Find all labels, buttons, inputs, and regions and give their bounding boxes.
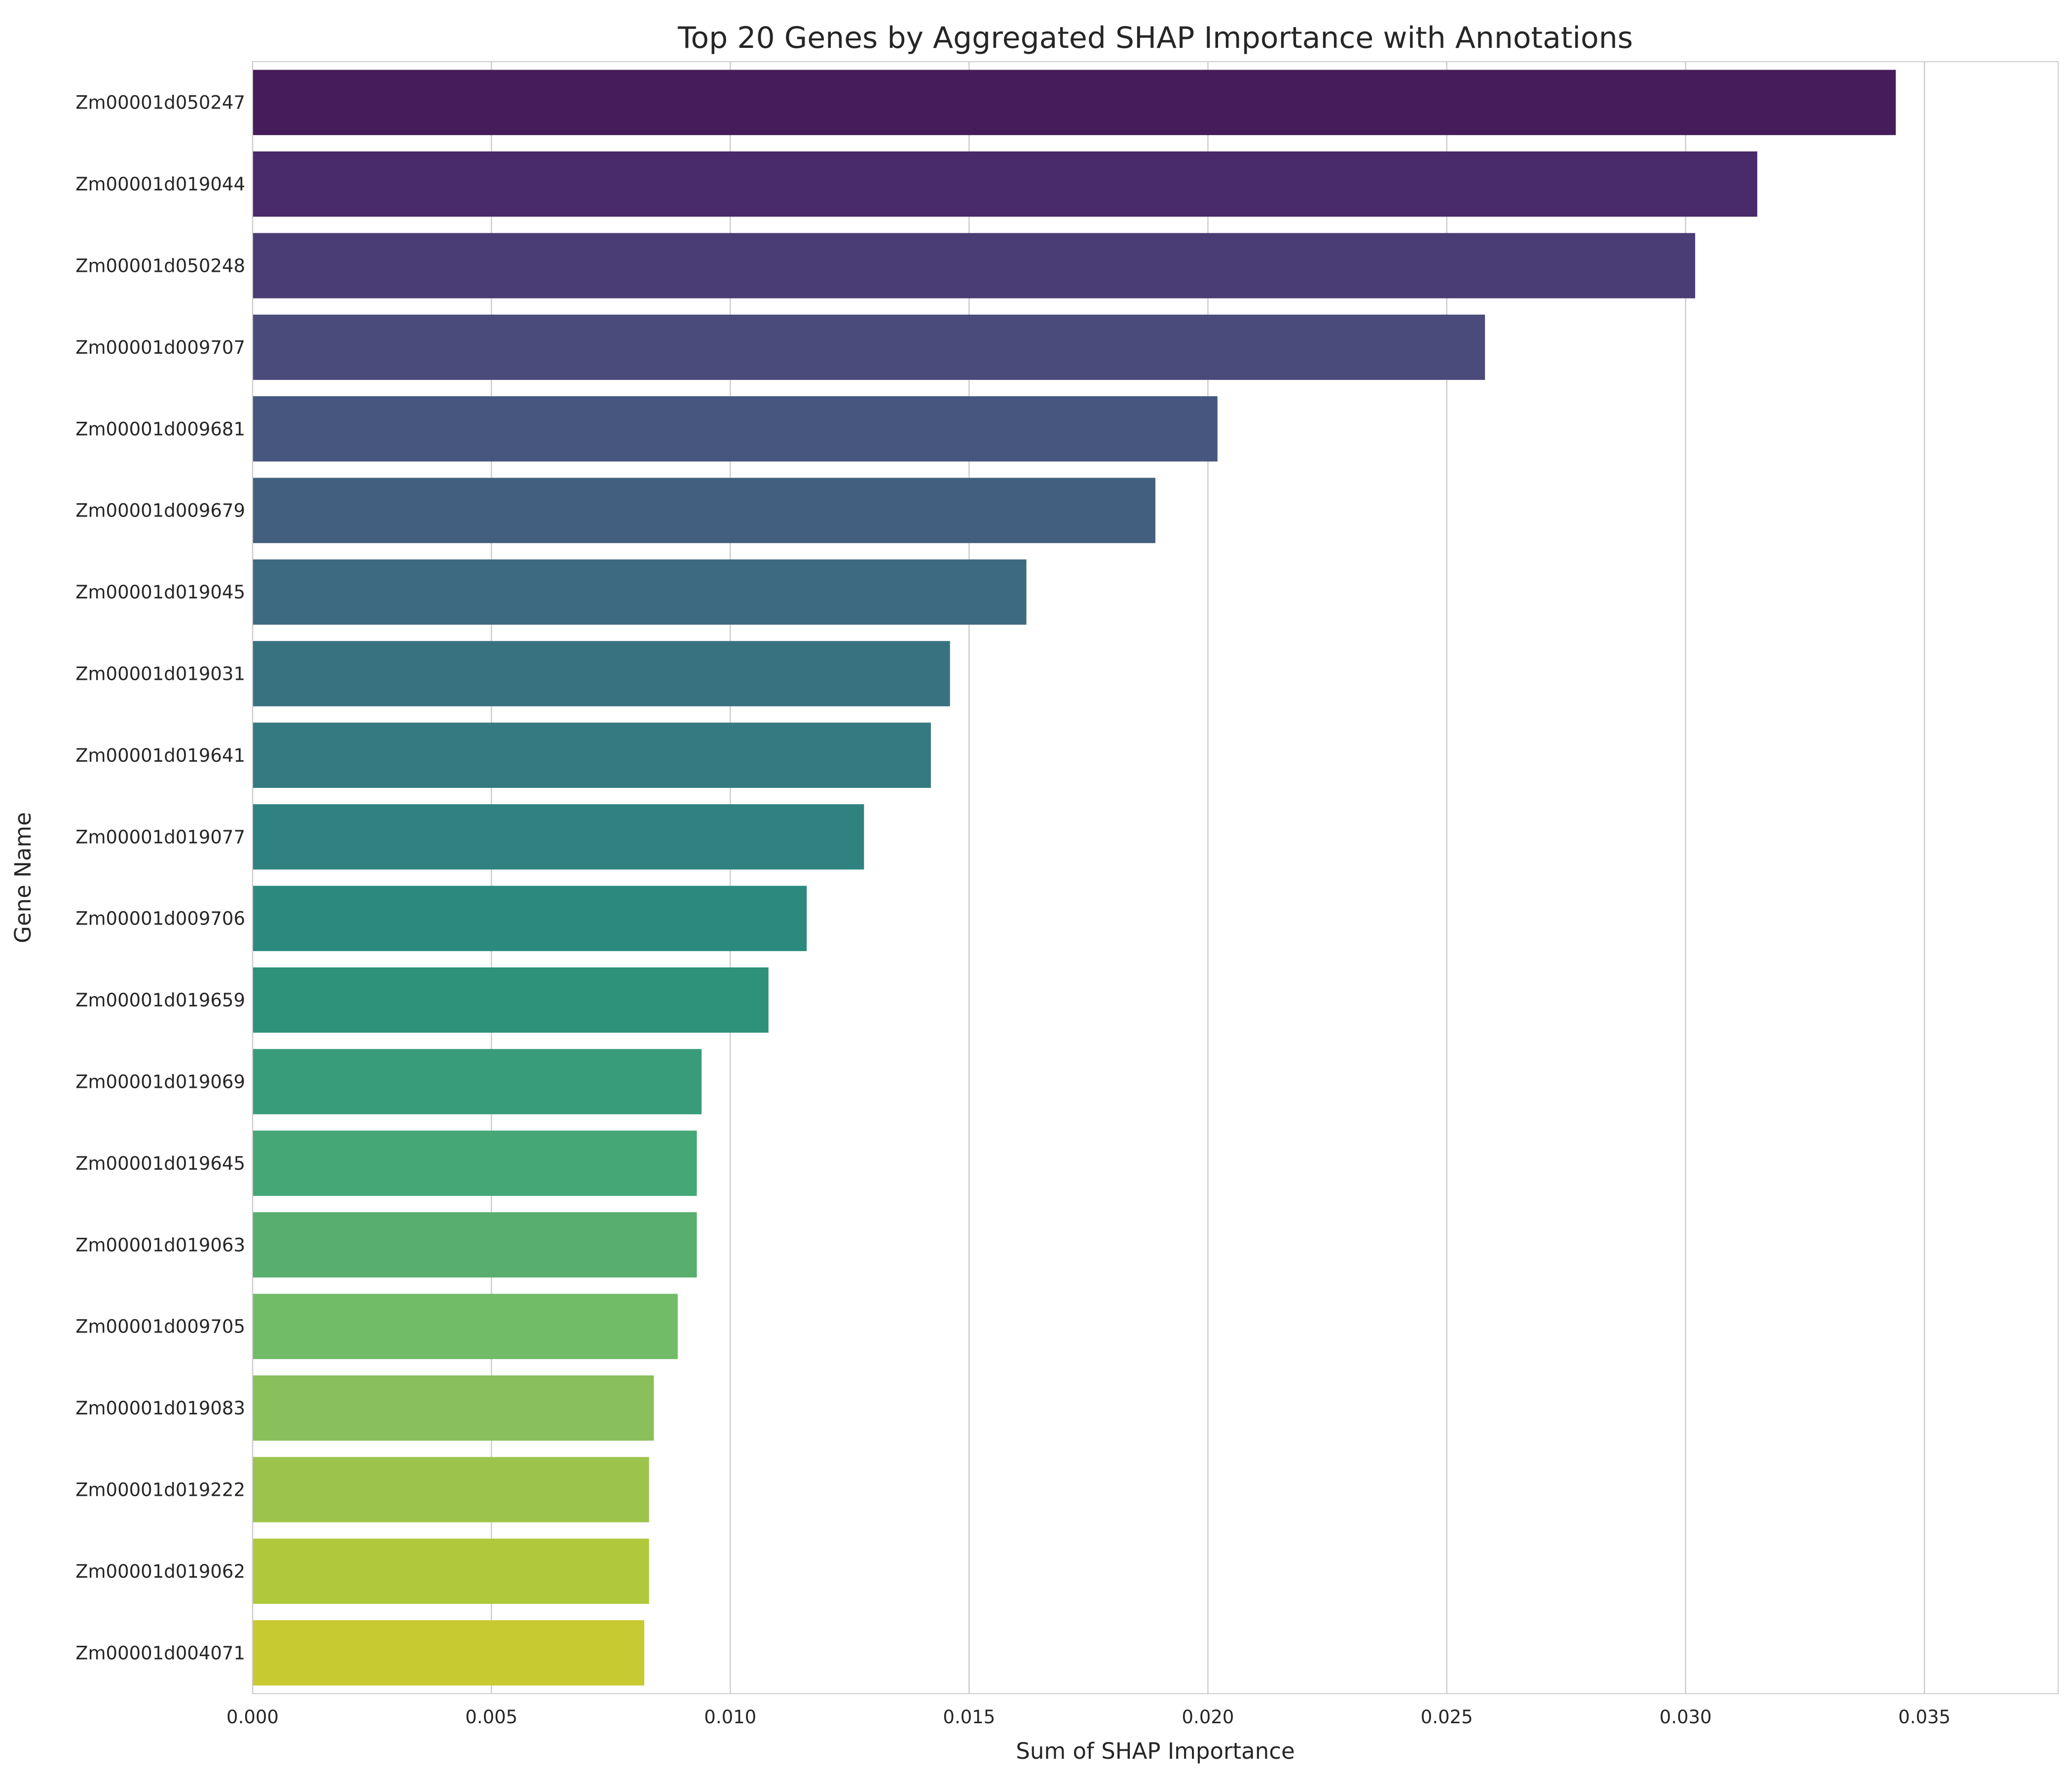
x-tick-label: 0.035: [1898, 1706, 1951, 1728]
bars: [253, 70, 1896, 1686]
bar-Zm00001d019069: [253, 1049, 702, 1114]
y-tick-label: Zm00001d019641: [75, 745, 245, 766]
bar-Zm00001d019044: [253, 151, 1757, 217]
bar-Zm00001d019062: [253, 1538, 649, 1604]
y-tick-label: Zm00001d019077: [75, 826, 245, 848]
bar-Zm00001d019031: [253, 641, 950, 706]
x-tick-label: 0.030: [1660, 1706, 1712, 1728]
y-tick-label: Zm00001d009681: [75, 418, 245, 440]
plot-frame: [252, 61, 2059, 1694]
x-tick-label: 0.020: [1182, 1706, 1234, 1728]
x-tick-label: 0.005: [465, 1706, 518, 1728]
x-tick-label: 0.010: [704, 1706, 756, 1728]
bar-Zm00001d009706: [253, 886, 807, 951]
bar-Zm00001d019222: [253, 1457, 649, 1522]
x-tick-labels: 0.000 0.005 0.010 0.015 0.020 0.025 0.030 0.035: [226, 1706, 1951, 1728]
bar-Zm00001d019045: [253, 559, 1027, 625]
y-tick-label: Zm00001d019062: [75, 1561, 245, 1582]
y-tick-label: Zm00001d019083: [75, 1398, 245, 1419]
x-axis-label: Sum of SHAP Importance: [1016, 1738, 1295, 1764]
bar-Zm00001d009679: [253, 478, 1155, 543]
y-tick-label: Zm00001d019069: [75, 1072, 245, 1093]
y-tick-label: Zm00001d019222: [75, 1480, 245, 1501]
bar-Zm00001d019083: [253, 1375, 654, 1441]
y-tick-label: Zm00001d019031: [75, 664, 245, 685]
bar-Zm00001d009681: [253, 396, 1218, 462]
bar-Zm00001d009707: [253, 314, 1485, 380]
bar-Zm00001d050248: [253, 233, 1696, 298]
bar-Zm00001d019063: [253, 1212, 697, 1278]
y-tick-label: Zm00001d019063: [75, 1234, 245, 1256]
bar-Zm00001d009705: [253, 1294, 678, 1359]
y-tick-label: Zm00001d009679: [75, 500, 245, 521]
y-tick-label: Zm00001d004071: [75, 1642, 245, 1664]
y-tick-label: Zm00001d050247: [75, 92, 245, 113]
y-tick-label: Zm00001d009707: [75, 337, 245, 358]
x-tick-label: 0.025: [1421, 1706, 1473, 1728]
y-tick-label: Zm00001d050248: [75, 256, 245, 277]
bar-Zm00001d019645: [253, 1130, 697, 1196]
y-tick-label: Zm00001d019645: [75, 1153, 245, 1174]
bar-Zm00001d019077: [253, 804, 864, 870]
x-tick-label: 0.000: [226, 1706, 279, 1728]
y-tick-label: Zm00001d019044: [75, 174, 245, 195]
x-tick-label: 0.015: [943, 1706, 995, 1728]
bar-Zm00001d004071: [253, 1620, 644, 1686]
y-axis-label: Gene Name: [10, 812, 36, 943]
y-tick-label: Zm00001d009706: [75, 908, 245, 929]
y-tick-label: Zm00001d009705: [75, 1316, 245, 1337]
y-tick-label: Zm00001d019659: [75, 990, 245, 1011]
bar-Zm00001d019641: [253, 722, 931, 788]
bar-Zm00001d050247: [253, 70, 1896, 135]
chart-title: Top 20 Genes by Aggregated SHAP Importan…: [677, 21, 1633, 55]
y-tick-label: Zm00001d019045: [75, 582, 245, 603]
bar-Zm00001d019659: [253, 967, 769, 1033]
y-category-labels: Zm00001d050247 Zm00001d019044 Zm00001d0502…: [75, 92, 245, 1664]
